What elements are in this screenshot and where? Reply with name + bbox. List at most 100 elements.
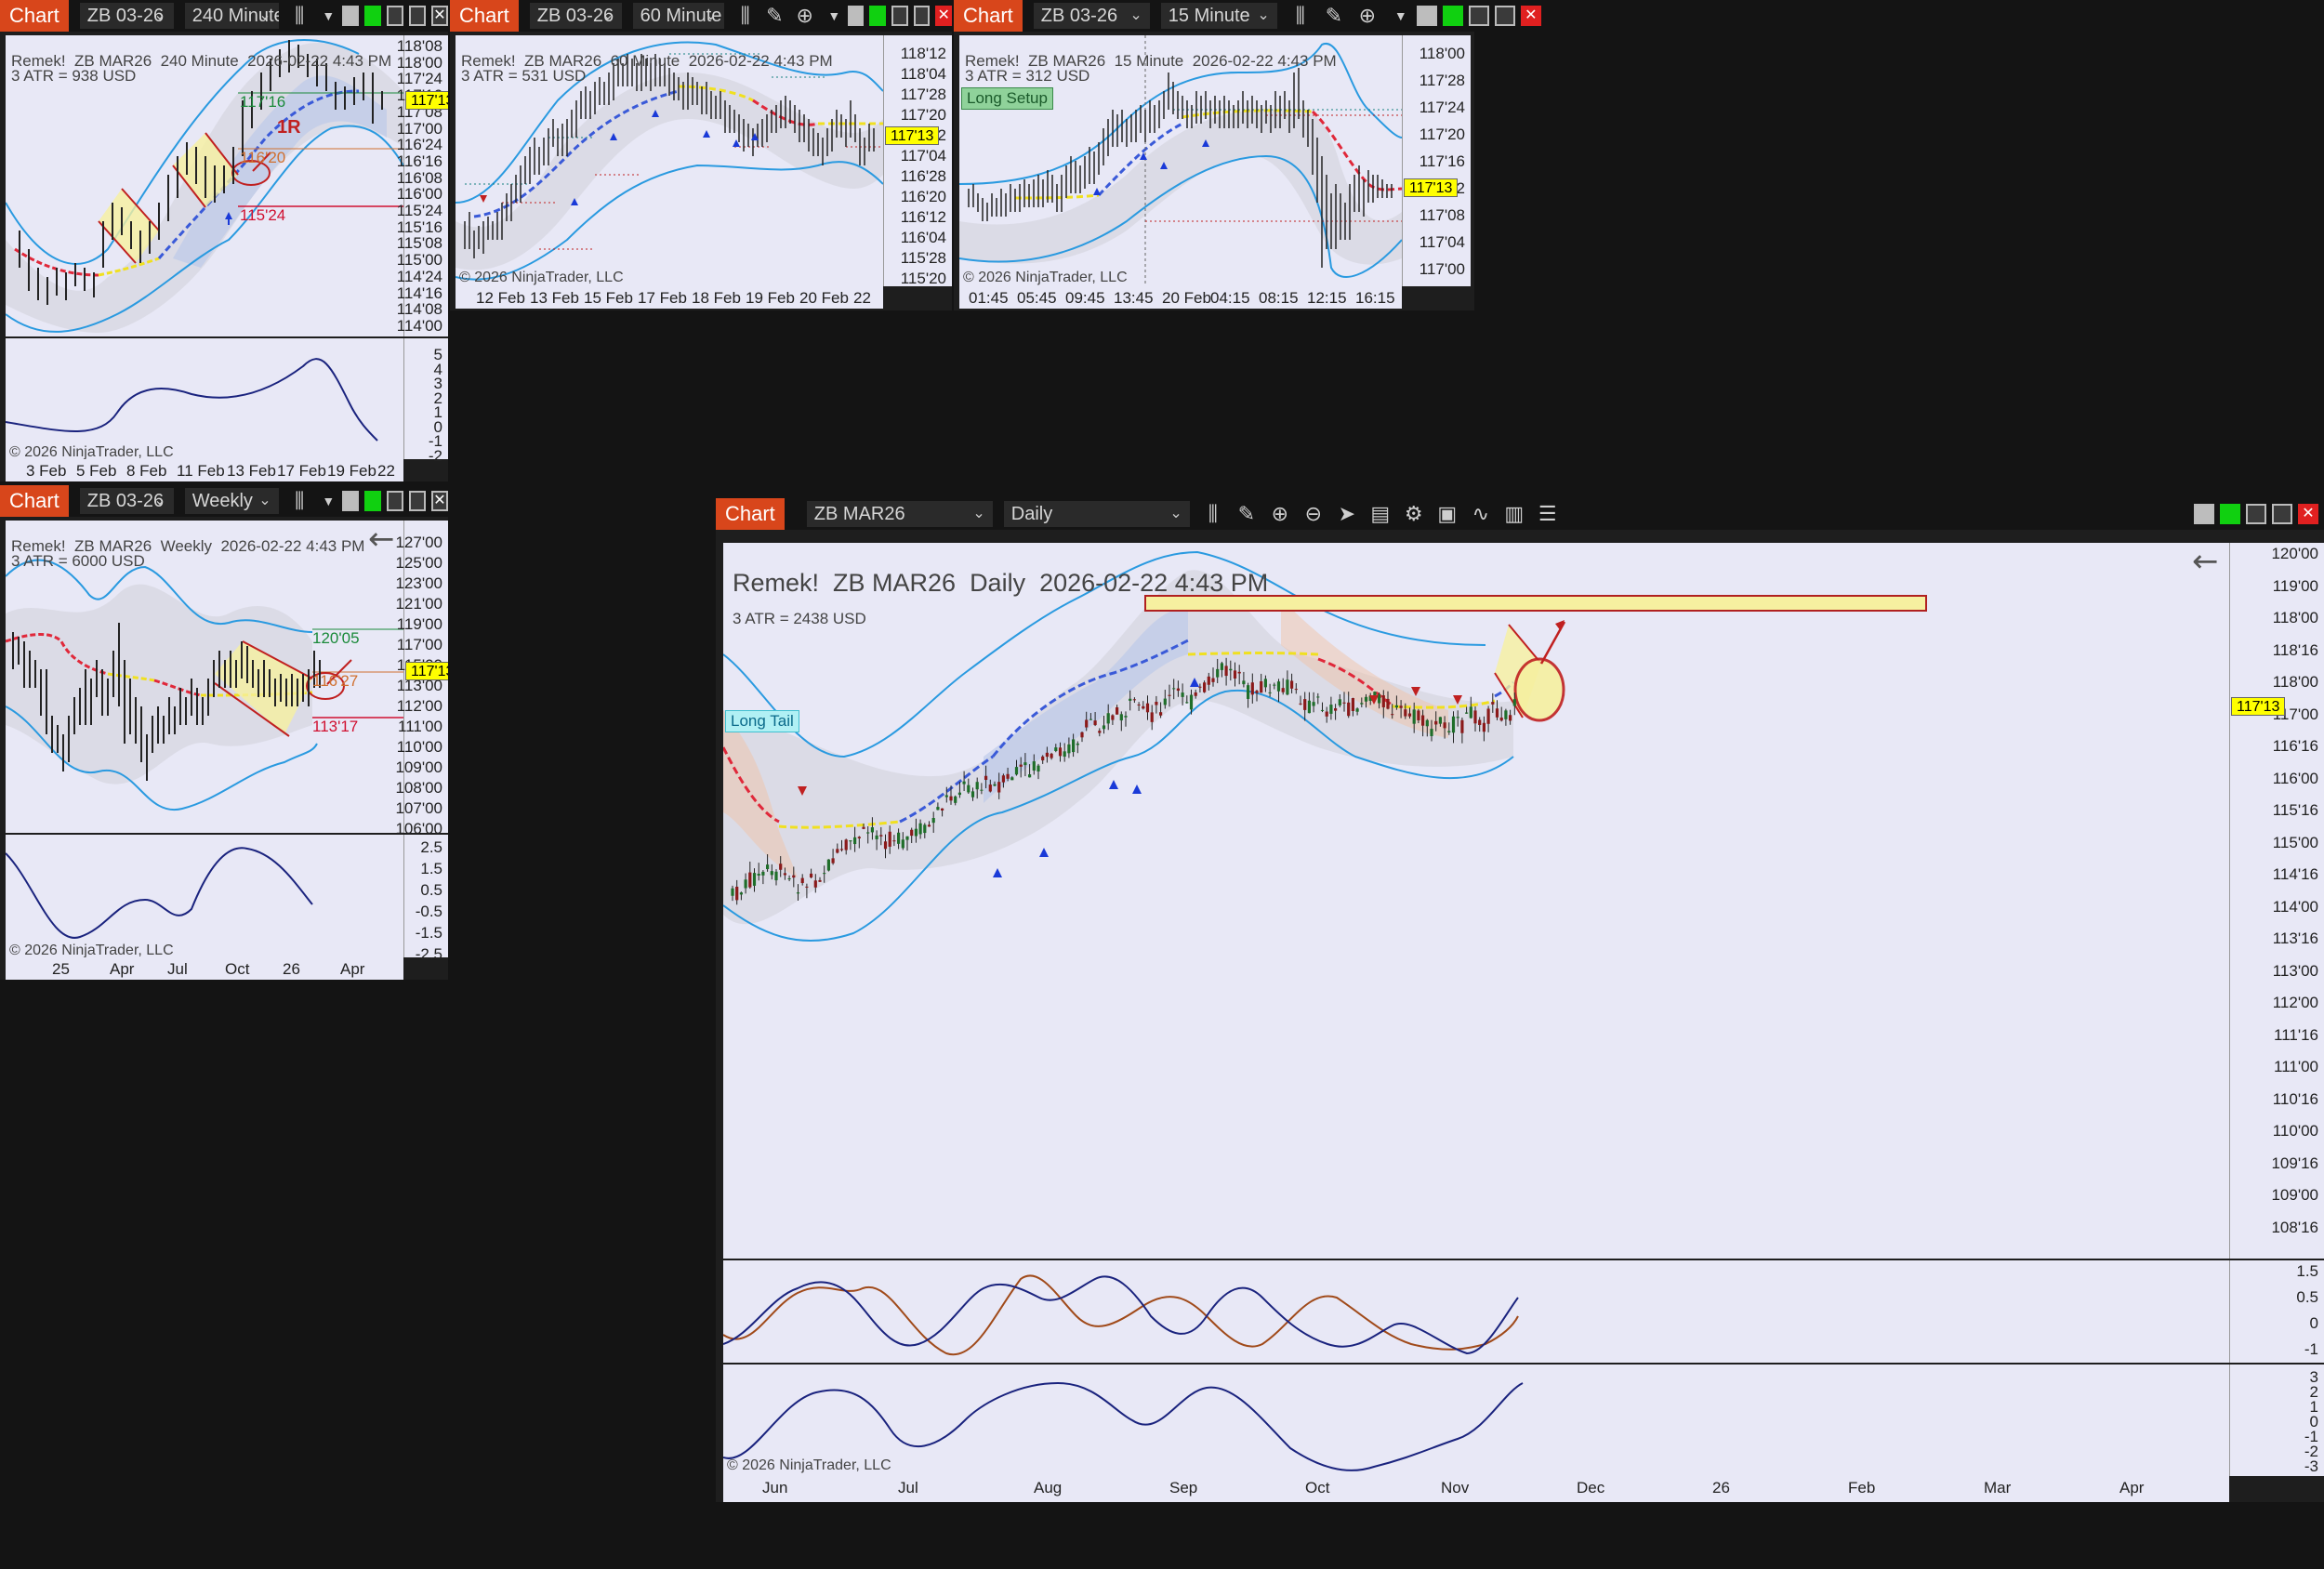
instrument-selector[interactable]: ZB 03-26 ⌄: [529, 3, 622, 29]
instrument-selector[interactable]: ZB 03-26 ⌄: [1033, 3, 1150, 29]
pencil-icon[interactable]: ✎: [1325, 4, 1343, 27]
oscillator-axis-2[interactable]: 3 2 1 0 -1 -2 -3: [2229, 1365, 2324, 1476]
interval-selector[interactable]: 60 Minute ⌄: [632, 3, 725, 29]
time-axis[interactable]: 12 Feb 13 Feb 15 Feb 17 Feb 18 Feb 19 Feb 20 F…: [456, 286, 883, 310]
time-axis[interactable]: Jun Jul Aug Sep Oct Nov Dec 26 Feb Mar Apr: [723, 1476, 2229, 1502]
minimize-button[interactable]: [2246, 504, 2266, 524]
link-button[interactable]: [1442, 6, 1463, 26]
chart-tab[interactable]: Chart: [716, 498, 785, 530]
price-tick-label: 116'04: [900, 229, 946, 246]
price-panel[interactable]: Remek! ZB MAR26 240 Minute 2026-02-22 4:…: [6, 35, 403, 336]
candle-body: [1203, 682, 1207, 692]
close-button[interactable]: ✕: [2298, 504, 2318, 524]
bar-type-icon[interactable]: ⫼: [295, 489, 305, 512]
time-axis[interactable]: 3 Feb 5 Feb 8 Feb 11 Feb 13 Feb 17 Feb 19 Feb 2…: [6, 459, 404, 481]
interval-selector[interactable]: Weekly ⌄: [184, 488, 279, 514]
strategies-icon[interactable]: ▥: [1504, 502, 1525, 525]
interval-selector[interactable]: 240 Minute ⌄: [184, 3, 279, 29]
candle-body: [1216, 668, 1220, 678]
minimize-button[interactable]: [386, 6, 403, 26]
price-axis[interactable]: 118'00117'28117'24117'20117'16117'12117'…: [1402, 35, 1471, 286]
copyright: © 2026 NinjaTrader, LLC: [727, 1457, 891, 1473]
zoom-in-icon[interactable]: ⊕: [796, 4, 813, 27]
minimize-button[interactable]: [386, 491, 403, 511]
properties-icon[interactable]: ⚙: [1404, 502, 1423, 525]
close-button[interactable]: ✕: [1520, 6, 1541, 26]
maximize-button[interactable]: [2272, 504, 2292, 524]
bar-type-icon[interactable]: ⫼: [1295, 4, 1305, 27]
list-icon[interactable]: ☰: [1538, 502, 1557, 525]
chevron-down-icon[interactable]: ▼: [322, 494, 336, 508]
time-tick-label: 19 Feb: [327, 462, 376, 480]
candle-body: [1334, 708, 1338, 711]
instrument-selector[interactable]: ZB 03-26 ⌄: [79, 3, 174, 29]
link-button[interactable]: [341, 491, 359, 511]
back-arrow-icon[interactable]: ←: [368, 521, 395, 558]
link-button[interactable]: [363, 6, 381, 26]
oscillator-panel-2[interactable]: © 2026 NinjaTrader, LLC: [723, 1365, 2229, 1476]
instrument-selector[interactable]: ZB 03-26 ⌄: [79, 488, 174, 514]
time-axis[interactable]: 25 Apr Jul Oct 26 Apr: [6, 957, 403, 980]
chart-tab[interactable]: Chart: [450, 0, 519, 32]
link-button[interactable]: [2220, 504, 2240, 524]
close-button[interactable]: ✕: [430, 491, 448, 511]
candle-body: [1342, 702, 1346, 704]
interval-selector[interactable]: Daily ⌄: [1003, 501, 1190, 527]
candle-body: [1499, 717, 1503, 721]
link-button[interactable]: [869, 6, 886, 26]
link-button[interactable]: [1416, 6, 1437, 26]
price-panel[interactable]: Remek! ZB MAR26 15 Minute 2026-02-22 4:4…: [959, 35, 1402, 286]
maximize-button[interactable]: [408, 6, 426, 26]
minimize-button[interactable]: [891, 6, 908, 26]
data-box-icon[interactable]: ▤: [1370, 502, 1391, 525]
oscillator-axis-1[interactable]: 1.5 0.5 0 -1: [2229, 1260, 2324, 1363]
chevron-down-icon[interactable]: ▼: [322, 8, 336, 23]
oscillator-axis[interactable]: 5 4 3 2 1 0 -1 -2: [403, 338, 448, 465]
zoom-out-icon[interactable]: ⊖: [1304, 502, 1323, 525]
zoom-in-icon[interactable]: ⊕: [1271, 502, 1289, 525]
bar-type-icon[interactable]: ⫼: [740, 4, 750, 27]
oscillator-axis[interactable]: 2.5 1.5 0.5 -0.5 -1.5 -2.5: [403, 835, 448, 963]
chevron-down-icon[interactable]: ▼: [1393, 8, 1407, 23]
chart-tab[interactable]: Chart: [954, 0, 1023, 32]
indicators-icon[interactable]: ∿: [1472, 502, 1490, 525]
chevron-down-icon[interactable]: ▼: [827, 8, 841, 23]
maximize-button[interactable]: [913, 6, 931, 26]
oscillator-panel[interactable]: © 2026 NinjaTrader, LLC: [6, 338, 403, 460]
price-axis[interactable]: 118'12118'04117'28117'20117'12117'04116'…: [883, 35, 952, 287]
pointer-icon[interactable]: ➤: [1338, 502, 1356, 525]
candle-body: [792, 875, 796, 878]
maximize-button[interactable]: [1494, 6, 1515, 26]
instrument-selector[interactable]: ZB MAR26 ⌄: [806, 501, 993, 527]
close-button[interactable]: ✕: [935, 6, 952, 26]
link-button[interactable]: [341, 6, 359, 26]
price-axis[interactable]: 118'08118'00117'24117'16117'08117'00116'…: [397, 35, 448, 336]
oscillator-panel[interactable]: © 2026 NinjaTrader, LLC: [6, 835, 403, 958]
price-panel[interactable]: Remek! ZB MAR26 Daily 2026-02-22 4:43 PM…: [723, 543, 2229, 1259]
snapshot-icon[interactable]: ▣: [1437, 502, 1458, 525]
chart-tab[interactable]: Chart: [0, 485, 69, 517]
oscillator-panel-1[interactable]: [723, 1260, 2229, 1363]
price-panel[interactable]: Remek! ZB MAR26 60 Minute 2026-02-22 4:4…: [456, 35, 883, 286]
bar-type-icon[interactable]: ⫼: [1208, 502, 1218, 525]
minimize-button[interactable]: [1468, 6, 1489, 26]
zoom-in-icon[interactable]: ⊕: [1358, 4, 1377, 27]
chart-tab[interactable]: Chart: [0, 0, 69, 32]
price-chart-svg: [959, 35, 1402, 286]
close-button[interactable]: ✕: [430, 6, 448, 26]
price-axis[interactable]: 120'00 119'00 118'00 118'16 118'00 117'00 116'…: [2229, 543, 2324, 1259]
price-panel[interactable]: Remek! ZB MAR26 Weekly 2026-02-22 4:43 P…: [6, 521, 403, 833]
interval-selector[interactable]: 15 Minute ⌄: [1160, 3, 1277, 29]
pencil-icon[interactable]: ✎: [766, 4, 784, 27]
link-button[interactable]: [363, 491, 381, 511]
chart-window-240min: Chart ZB 03-26 ⌄ 240 Minute ⌄ ⫼ ▼ ✕: [0, 0, 448, 481]
link-button[interactable]: [847, 6, 865, 26]
time-axis[interactable]: 01:45 05:45 09:45 13:45 20 Feb 04:15 08:15 12:1…: [959, 286, 1402, 309]
candle-body: [949, 796, 953, 801]
maximize-button[interactable]: [408, 491, 426, 511]
candle-body: [1132, 699, 1136, 701]
bar-type-icon[interactable]: ⫼: [295, 4, 305, 27]
back-arrow-icon[interactable]: ←: [2192, 543, 2219, 580]
pencil-icon[interactable]: ✎: [1237, 502, 1256, 525]
link-button[interactable]: [2194, 504, 2214, 524]
